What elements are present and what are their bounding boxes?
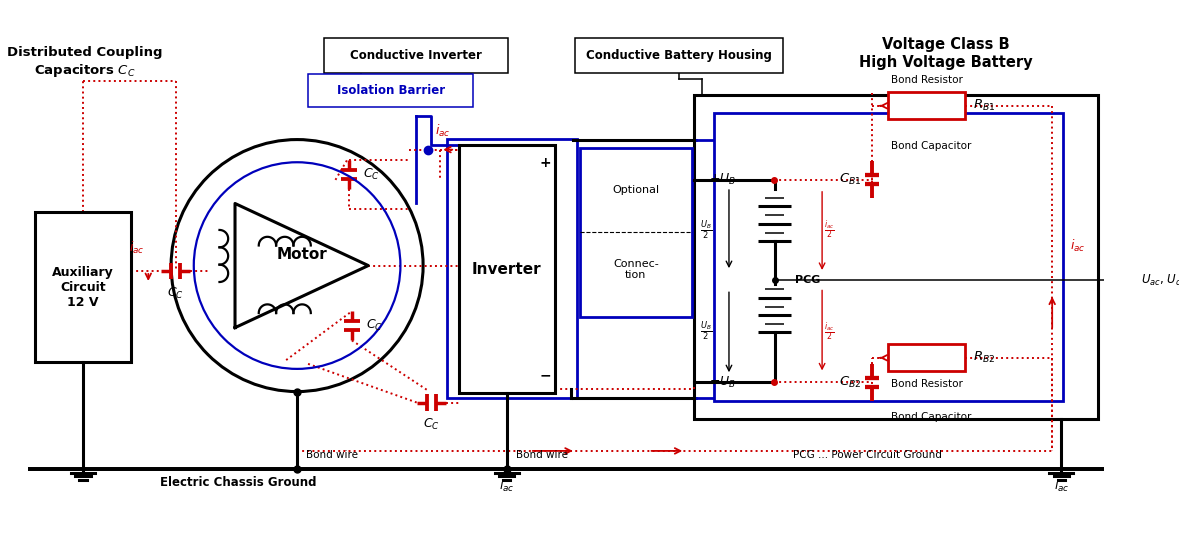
Text: $R_{B1}$: $R_{B1}$ — [973, 98, 995, 113]
Text: Inverter: Inverter — [472, 262, 541, 277]
Text: Bond Resistor: Bond Resistor — [890, 75, 962, 85]
FancyBboxPatch shape — [324, 38, 508, 73]
Text: Isolation Barrier: Isolation Barrier — [337, 84, 444, 97]
Text: PCG ... Power Circuit Ground: PCG ... Power Circuit Ground — [793, 450, 942, 460]
Text: Motor: Motor — [276, 247, 327, 262]
Text: Connec-
tion: Connec- tion — [613, 258, 659, 280]
Text: $C_C$: $C_C$ — [365, 318, 382, 333]
Text: Bond Capacitor: Bond Capacitor — [890, 412, 971, 422]
Text: +: + — [539, 156, 551, 170]
Text: Auxiliary
Circuit
12 V: Auxiliary Circuit 12 V — [52, 266, 114, 308]
Text: Electric Chassis Ground: Electric Chassis Ground — [159, 476, 316, 489]
FancyBboxPatch shape — [888, 344, 966, 371]
Text: $i_{ac}$: $i_{ac}$ — [1054, 478, 1069, 495]
Text: Bond wire: Bond wire — [515, 450, 568, 460]
Text: Voltage Class B
High Voltage Battery: Voltage Class B High Voltage Battery — [858, 37, 1032, 70]
Text: Bond wire: Bond wire — [307, 450, 358, 460]
Text: $\frac{U_B}{2}$: $\frac{U_B}{2}$ — [700, 218, 712, 242]
FancyBboxPatch shape — [35, 212, 131, 362]
Text: $i_{ac}$: $i_{ac}$ — [1071, 237, 1086, 254]
Text: Conductive Battery Housing: Conductive Battery Housing — [586, 49, 772, 62]
FancyBboxPatch shape — [580, 148, 692, 317]
Text: $i_{ac}$: $i_{ac}$ — [435, 123, 450, 138]
Text: Conductive Inverter: Conductive Inverter — [350, 49, 482, 62]
Text: $C_C$: $C_C$ — [423, 417, 440, 432]
Text: Distributed Coupling
Capacitors $C_C$: Distributed Coupling Capacitors $C_C$ — [7, 47, 163, 79]
Text: $i_{ac}$: $i_{ac}$ — [499, 478, 514, 495]
Text: $\frac{U_B}{2}$: $\frac{U_B}{2}$ — [700, 320, 712, 343]
Text: $U_{ac}$, $U_{dc}$: $U_{ac}$, $U_{dc}$ — [1141, 273, 1179, 288]
FancyBboxPatch shape — [714, 113, 1063, 401]
Text: PCG: PCG — [795, 275, 821, 285]
Text: $C_C$: $C_C$ — [363, 167, 380, 182]
FancyBboxPatch shape — [459, 145, 554, 393]
Text: $-U_B$: $-U_B$ — [710, 375, 736, 390]
Text: $+U_B$: $+U_B$ — [710, 172, 736, 187]
Text: $C_{B1}$: $C_{B1}$ — [838, 172, 862, 187]
Text: $i_{ac}$: $i_{ac}$ — [130, 241, 145, 256]
Text: Optional: Optional — [612, 185, 659, 195]
FancyBboxPatch shape — [308, 74, 473, 106]
Text: $C_C$: $C_C$ — [167, 286, 184, 301]
Text: $C_{B2}$: $C_{B2}$ — [838, 375, 862, 390]
Text: Bond Resistor: Bond Resistor — [890, 379, 962, 389]
Text: $\frac{i_{ac}}{2}$: $\frac{i_{ac}}{2}$ — [824, 219, 835, 241]
Text: Bond Capacitor: Bond Capacitor — [890, 141, 971, 150]
Text: −: − — [539, 369, 551, 382]
Text: $\frac{i_{ac}}{2}$: $\frac{i_{ac}}{2}$ — [824, 320, 835, 343]
Text: $R_{B2}$: $R_{B2}$ — [973, 350, 995, 365]
FancyBboxPatch shape — [574, 38, 783, 73]
Circle shape — [171, 140, 423, 392]
FancyBboxPatch shape — [888, 92, 966, 119]
